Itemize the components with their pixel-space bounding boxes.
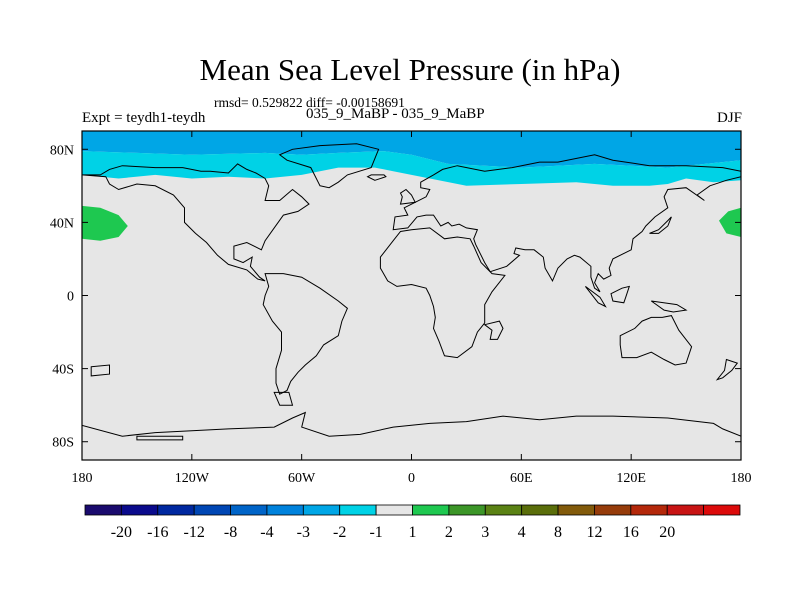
region-pacific-high-west <box>82 205 128 241</box>
colorbar-swatch <box>448 504 486 516</box>
colorbar-label: -20 <box>111 524 132 541</box>
coastline-1 <box>262 273 349 395</box>
colorbar-swatch <box>412 504 450 516</box>
colorbar-label: 1 <box>409 524 417 541</box>
colorbar-swatch <box>302 504 341 516</box>
coastline-14 <box>649 216 672 234</box>
coastline-15 <box>610 285 631 304</box>
colorbar-label: -1 <box>369 524 382 541</box>
colorbar-swatch <box>521 504 559 516</box>
colorbar-label: 8 <box>554 524 562 541</box>
x-tick-label: 0 <box>408 471 415 486</box>
colorbar-label: 20 <box>659 524 675 541</box>
colorbar-swatch <box>230 504 268 516</box>
x-tick-label: 180 <box>731 471 752 486</box>
colorbar-swatch <box>266 504 304 516</box>
colorbar-swatch <box>120 504 159 516</box>
coastline-11 <box>483 320 504 340</box>
coastline-7 <box>82 411 741 460</box>
colorbar-swatch <box>594 504 632 516</box>
chart-title: Mean Sea Level Pressure (in hPa) <box>199 52 621 87</box>
map-axes: 180 120W 60W 0 60E 120E 180 80N 40N 0 40S 80S <box>50 131 752 486</box>
colorbar-label: 3 <box>481 524 489 541</box>
y-tick-label: 80N <box>50 143 74 158</box>
colorbar-label: -3 <box>297 524 310 541</box>
season-label: DJF <box>716 110 742 126</box>
stats-subtitle: rmsd= 0.529822 diff= -0.00158691 <box>214 95 405 110</box>
colorbar-label: 2 <box>445 524 453 541</box>
coastline-0 <box>82 163 310 282</box>
x-tick-label: 180 <box>72 471 93 486</box>
coastline-2 <box>278 143 380 189</box>
coastline-10 <box>136 435 184 441</box>
colorbar-swatch <box>84 504 122 516</box>
coastline-9 <box>90 364 110 377</box>
colorbar-label: -4 <box>260 524 273 541</box>
coastline-13 <box>585 285 607 308</box>
x-tick-label: 60W <box>288 471 316 486</box>
experiment-label: Expt = teydh1-teydh <box>82 110 206 126</box>
colorbar-label: -12 <box>184 524 205 541</box>
x-tick-label: 60E <box>510 471 533 486</box>
colorbar-swatch <box>339 504 377 516</box>
y-tick-label: 80S <box>52 436 74 451</box>
comparison-label: 035_9_MaBP - 035_9_MaBP <box>306 106 485 122</box>
colorbar-swatch <box>484 504 523 516</box>
x-tick-label: 120E <box>616 471 646 486</box>
colorbar-swatch <box>666 504 705 516</box>
map-background <box>82 131 741 460</box>
y-tick-label: 40N <box>50 216 74 231</box>
colorbar-label: 16 <box>623 524 639 541</box>
x-tick-label: 120W <box>175 471 210 486</box>
map-plot-area <box>82 131 741 460</box>
colorbar-swatch <box>557 504 595 516</box>
coastline-17 <box>366 174 387 181</box>
coastline-6 <box>619 315 693 366</box>
colorbar-label: -2 <box>333 524 346 541</box>
coastline-8 <box>273 391 294 406</box>
colorbar-label: 4 <box>518 524 526 541</box>
region-arctic-light <box>82 151 741 186</box>
colorbar-swatch <box>703 504 741 516</box>
colorbar-swatch <box>193 504 231 516</box>
coastline-4 <box>392 154 741 293</box>
coastline-16 <box>715 358 739 381</box>
coastline-5 <box>399 188 416 205</box>
region-pacific-high-east <box>719 207 741 237</box>
coastline-3 <box>379 227 506 359</box>
y-tick-label: 0 <box>67 290 74 305</box>
colorbar-label: 12 <box>586 524 602 541</box>
colorbar: -20 -16 -12 -8 -4 -3 -2 -1 1 2 3 4 8 12 16 20 <box>84 504 741 541</box>
colorbar-swatch <box>375 504 413 516</box>
colorbar-label: -8 <box>224 524 237 541</box>
colorbar-label: -16 <box>147 524 168 541</box>
colorbar-swatch <box>630 504 668 516</box>
y-tick-label: 40S <box>52 363 74 378</box>
colorbar-swatch <box>157 504 195 516</box>
coastline-12 <box>651 300 688 313</box>
